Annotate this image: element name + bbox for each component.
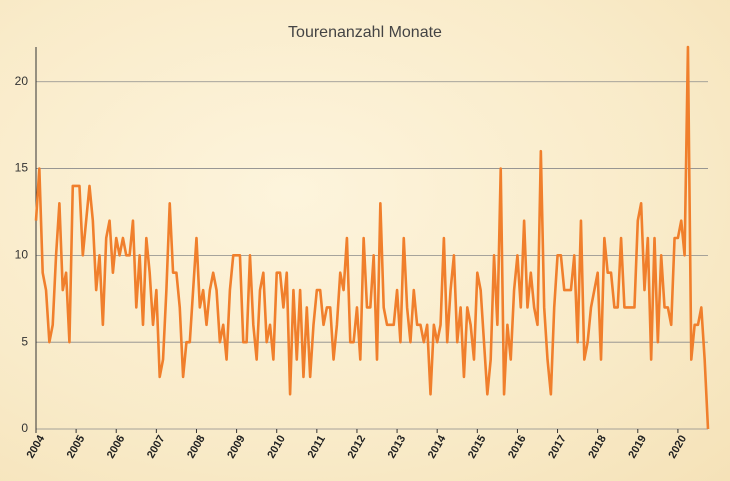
x-tick-label: 2007	[145, 433, 168, 460]
x-tick-label: 2019	[626, 433, 649, 460]
chart-title: Tourenanzahl Monate	[288, 24, 442, 41]
x-tick-label: 2008	[185, 433, 208, 460]
x-tick-label: 2006	[105, 433, 128, 460]
x-tick-label: 2013	[386, 433, 409, 460]
y-tick-label: 15	[15, 161, 29, 175]
y-tick-label: 5	[21, 334, 28, 348]
x-tick-label: 2009	[225, 433, 248, 460]
x-tick-label: 2005	[65, 433, 88, 460]
x-tick-label: 2004	[25, 433, 48, 461]
y-tick-label: 0	[21, 421, 28, 435]
x-tick-label: 2014	[426, 433, 449, 461]
x-tick-label: 2017	[546, 433, 569, 460]
data-line	[34, 45, 710, 430]
x-tick-label: 2018	[586, 433, 609, 460]
x-tick-label: 2012	[346, 433, 369, 460]
x-tick-label: 2010	[265, 433, 288, 460]
y-tick-label: 10	[15, 248, 29, 262]
x-tick-label: 2011	[306, 434, 328, 461]
x-tick-label: 2015	[466, 433, 489, 460]
x-tick-label: 2016	[506, 433, 529, 460]
x-tick-label: 2020	[667, 433, 690, 460]
y-tick-label: 20	[15, 74, 29, 88]
